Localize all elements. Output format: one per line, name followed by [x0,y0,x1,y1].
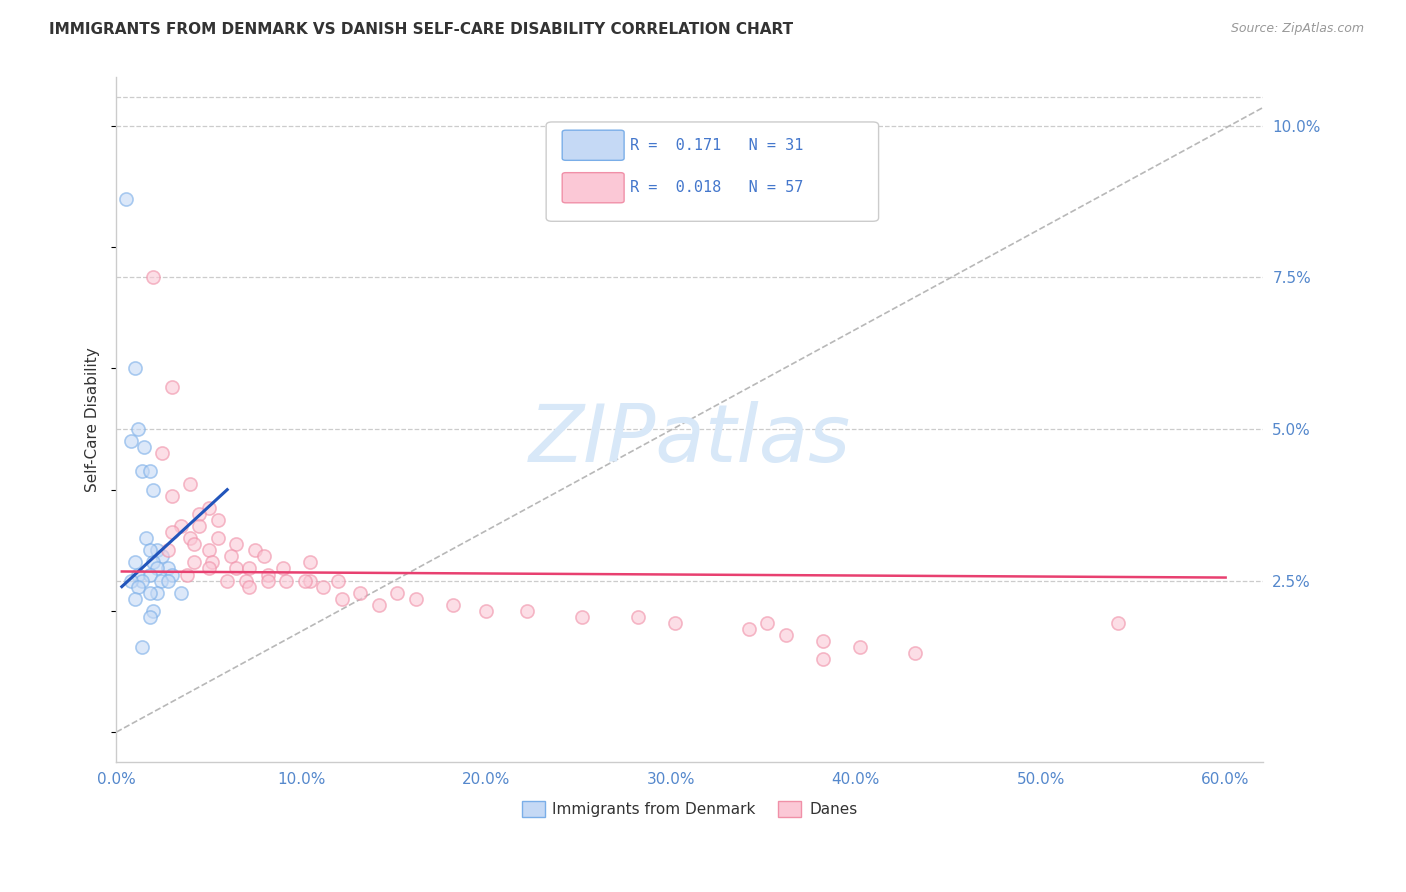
Point [1107,615,1129,630]
Legend: Immigrants from Denmark, Danes: Immigrants from Denmark, Danes [516,795,863,823]
Point [146,585,169,599]
Point [238,561,260,575]
Point [904,646,927,660]
Text: R =  0.171   N = 31: R = 0.171 N = 31 [630,137,803,153]
Point [405,591,427,606]
Point [152,446,174,460]
Point [201,555,224,569]
Point [179,476,201,491]
Point [188,507,211,521]
Point [179,531,201,545]
Point [811,652,834,666]
Point [475,604,498,618]
Point [146,543,169,558]
Point [138,585,160,599]
Point [160,567,183,582]
Point [299,555,322,569]
Point [146,561,169,575]
Point [142,270,165,285]
Point [257,567,280,582]
Point [131,574,153,588]
Point [225,561,247,575]
Point [170,585,193,599]
Point [170,519,193,533]
Point [243,543,266,558]
Point [160,525,183,540]
Point [132,440,155,454]
Point [124,555,146,569]
Text: IMMIGRANTS FROM DENMARK VS DANISH SELF-CARE DISABILITY CORRELATION CHART: IMMIGRANTS FROM DENMARK VS DANISH SELF-C… [49,22,793,37]
Point [152,549,174,564]
Point [124,591,146,606]
Point [225,537,247,551]
Point [330,591,353,606]
Point [157,543,180,558]
Point [176,567,198,582]
Point [197,543,219,558]
Point [149,574,172,588]
Point [299,574,322,588]
Point [197,561,219,575]
Point [160,489,183,503]
Point [183,537,205,551]
Point [257,574,280,588]
Point [127,567,149,582]
Point [207,531,229,545]
Point [219,549,242,564]
Point [197,500,219,515]
Point [811,634,834,648]
Point [142,604,165,618]
Point [387,585,409,599]
Point [138,567,160,582]
Point [367,598,389,612]
Point [138,543,160,558]
Point [664,615,686,630]
Point [114,192,136,206]
Point [775,628,797,642]
Point [207,513,229,527]
Point [157,574,180,588]
Point [120,574,142,588]
Point [138,610,160,624]
Point [253,549,276,564]
Point [312,580,335,594]
Point [157,561,180,575]
Point [326,574,349,588]
Text: Source: ZipAtlas.com: Source: ZipAtlas.com [1230,22,1364,36]
Point [294,574,316,588]
Point [737,622,759,636]
Point [627,610,650,624]
Text: ZIPatlas: ZIPatlas [529,401,851,480]
Point [183,555,205,569]
Point [131,640,153,655]
Text: R =  0.018   N = 57: R = 0.018 N = 57 [630,180,803,195]
Point [135,531,157,545]
FancyBboxPatch shape [546,122,879,221]
Point [516,604,538,618]
Point [276,574,298,588]
Point [160,379,183,393]
Point [131,465,153,479]
Point [756,615,779,630]
Point [349,585,371,599]
Point [271,561,294,575]
Point [188,519,211,533]
Point [217,574,239,588]
Point [238,580,260,594]
Point [848,640,870,655]
Point [138,465,160,479]
Point [142,483,165,497]
FancyBboxPatch shape [562,130,624,161]
Point [142,555,165,569]
Point [124,361,146,376]
Point [120,434,142,449]
Point [127,422,149,436]
Point [441,598,464,612]
Y-axis label: Self-Care Disability: Self-Care Disability [86,348,100,492]
Point [235,574,257,588]
Point [127,580,149,594]
FancyBboxPatch shape [562,173,624,202]
Point [571,610,593,624]
